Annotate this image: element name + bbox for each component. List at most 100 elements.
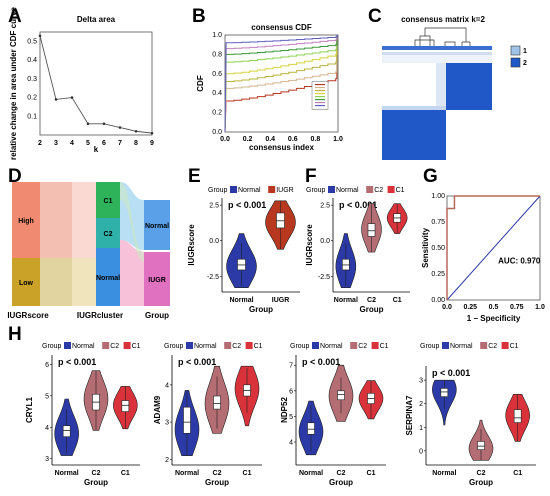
panel-c-block-1: [382, 110, 446, 160]
box-c1: [513, 409, 522, 423]
x-tick-label: C1: [393, 297, 402, 304]
legend-swatch: [371, 342, 379, 349]
panel-d-node-label: C1: [104, 198, 113, 205]
panel-d-sankey: High Low C1 C2 Normal Normal IUGR IUGRscore IUGR…: [7, 182, 170, 320]
x-tick-label: Normal: [334, 297, 358, 304]
panel-g-roc-curve: [446, 195, 540, 300]
panel-a-ytick: 0.1: [27, 113, 37, 120]
panel-b-frame: [224, 34, 339, 133]
panel-a-xtick: 7: [118, 140, 122, 147]
legend-swatch: [442, 342, 449, 349]
panel-c-consensus-matrix: consensus matrix k=2 1 2: [382, 15, 527, 160]
panel-c-legend-label: 1: [523, 48, 527, 55]
legend-label: C2: [374, 187, 383, 194]
panel-b-xtick: 0.8: [311, 136, 321, 143]
legend-swatch: [245, 342, 253, 349]
x-tick-label: Normal: [55, 470, 79, 477]
legend-label: Normal: [336, 187, 359, 194]
panel-g-xtick: 0.5: [489, 304, 499, 311]
panel-d-axis-label: IUGRcluster: [77, 311, 123, 320]
panel-a-ytick: 0.2: [27, 95, 37, 102]
panel-b-ytick: 1.0: [212, 32, 222, 39]
y-tick-label: 3: [45, 456, 49, 463]
panel-a-ytick: 0.4: [27, 57, 37, 64]
x-axis-label: Group: [84, 478, 108, 487]
panel-a-point: [38, 34, 42, 38]
panel-a-point: [134, 129, 138, 133]
legend-label: C1: [254, 343, 263, 350]
panel-c-dendrogram: [414, 27, 471, 46]
panel-d-node-high: [12, 182, 40, 258]
y-tick-label: 4: [289, 439, 293, 446]
x-tick-label: Normal: [229, 297, 253, 304]
y-axis-label: IUGRscore: [305, 224, 314, 266]
panel-c-block-light: [436, 63, 446, 110]
x-tick-label: C1: [121, 470, 130, 477]
panel-a-ytick: 0.5: [27, 38, 37, 45]
panel-d-band: [120, 240, 144, 306]
legend-label: Normal: [238, 187, 261, 194]
panel-label-c: C: [368, 6, 382, 27]
panel-g-xtick: 0.0: [442, 304, 452, 311]
panel-label-a: A: [8, 6, 22, 27]
legend-title: Group: [42, 343, 62, 350]
y-tick-label: 0.0: [320, 238, 330, 245]
panel-a-point: [86, 122, 90, 126]
panel-b-xtick: 0.4: [265, 136, 275, 143]
panel-d-node-c2: [96, 218, 120, 248]
panel-b-series-line: [224, 34, 338, 133]
x-tick-label: C2: [337, 470, 346, 477]
panel-d-node-label: Low: [19, 280, 34, 287]
panel-b-xtick: 0.2: [243, 136, 253, 143]
legend-title: Group: [208, 187, 228, 194]
legend-label: C1: [510, 343, 519, 350]
y-axis-label: NDP52: [280, 397, 289, 423]
panel-h4-violin: Group Normal C2 C1 0 1 2 3 p < 0.001 Normal C2 C1 Gr…: [405, 342, 536, 487]
x-tick-label: Normal: [432, 470, 456, 477]
panel-b-ytick: 0.2: [212, 110, 222, 117]
panel-g-diagonal: [446, 195, 541, 301]
p-value-label: p < 0.001: [339, 200, 377, 210]
y-axis-label: CRYL1: [25, 396, 34, 422]
panel-label-e: E: [188, 166, 201, 187]
panel-d-band: [72, 182, 96, 258]
panel-c-legend-label: 2: [523, 60, 527, 67]
x-tick-label: C1: [367, 470, 376, 477]
panel-a-xtick: 3: [54, 140, 58, 147]
x-tick-label: IUGR: [272, 297, 290, 304]
box-c2: [477, 441, 485, 450]
x-tick-label: C1: [513, 470, 522, 477]
panel-b-series-line: [224, 34, 338, 133]
panel-g-roc: 0.00 0.25 0.50 0.75 1.00 0.0 0.25 0.5 0.75 1.0 AUC…: [421, 193, 545, 323]
panel-a-xtick: 5: [86, 140, 90, 147]
legend-label: Normal: [450, 343, 473, 350]
legend-swatch: [268, 186, 276, 193]
panel-d-node-label: Normal: [145, 223, 169, 230]
panel-b-xtick: 1.0: [333, 136, 343, 143]
panel-g-ytick: 1.00: [431, 193, 445, 200]
panel-c-legend-swatch: [510, 57, 521, 68]
box-normal: [62, 425, 71, 438]
panel-a-point: [118, 126, 122, 129]
panel-d-node-low: [12, 258, 40, 306]
y-tick-label: 2.5: [209, 203, 219, 210]
legend-swatch: [312, 342, 319, 349]
panel-c-block-2: [446, 63, 492, 110]
panel-g-ylabel: Sensitivity: [421, 227, 430, 268]
x-axis-label: Group: [249, 305, 273, 314]
panel-a-frame: [39, 31, 153, 136]
x-axis-label: Group: [205, 478, 229, 487]
panel-a-xtick: 4: [70, 140, 74, 147]
panel-label-f: F: [305, 166, 317, 187]
panel-a-delta-area: Delta area 0.1 0.2 0.3 0.4 0.5 2 3 4 5 6 7 8 9 k relati…: [9, 6, 154, 159]
legend-label: C2: [232, 343, 241, 350]
panel-a-point: [150, 131, 154, 135]
y-tick-label: 0: [419, 448, 423, 455]
x-tick-label: C1: [243, 470, 252, 477]
legend-title: Group: [290, 343, 310, 350]
p-value-label: p < 0.001: [178, 357, 216, 367]
y-axis-label: ADAM9: [153, 395, 162, 424]
panel-c-legend-swatch: [510, 45, 521, 56]
y-tick-label: 4: [45, 425, 49, 432]
panel-a-point: [70, 96, 74, 99]
